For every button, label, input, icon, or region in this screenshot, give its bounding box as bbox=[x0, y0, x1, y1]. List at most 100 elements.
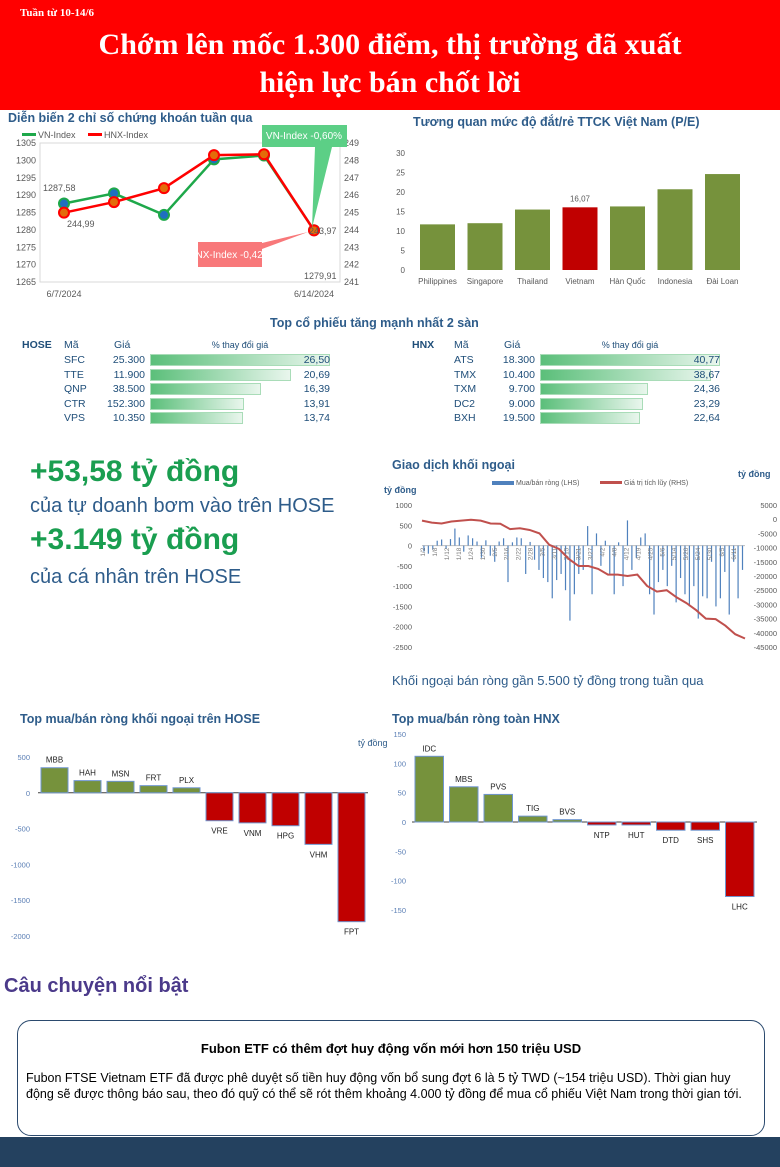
story-body: Fubon FTSE Vietnam ETF đã được phê duyệt… bbox=[26, 1071, 742, 1101]
y-tick: 5 bbox=[401, 247, 406, 256]
y-tick: 30 bbox=[396, 149, 405, 158]
x-tick: 4/25 bbox=[647, 547, 654, 560]
y-tick: -50 bbox=[395, 847, 406, 856]
pct-value: 13,91 bbox=[303, 397, 330, 410]
y-tick-right: 5000 bbox=[760, 501, 777, 510]
x-tick: 1/18 bbox=[456, 547, 463, 560]
legend-vn-swatch bbox=[22, 133, 36, 136]
net-bar bbox=[697, 545, 699, 619]
net-bar bbox=[476, 541, 478, 546]
prop-trading-text: của tự doanh bơm vào trên HOSE bbox=[30, 495, 335, 517]
y-tick-left: 1270 bbox=[16, 260, 36, 270]
col-pct: % thay đổi giá bbox=[211, 340, 269, 350]
y-tick-right: 248 bbox=[344, 155, 359, 165]
stock-price: 19.500 bbox=[502, 412, 535, 424]
bar-FPT bbox=[337, 792, 366, 923]
net-bar bbox=[582, 545, 584, 570]
x-tick: 5/24 bbox=[695, 547, 702, 560]
bar-Thailand bbox=[515, 209, 550, 270]
header-banner: Tuần từ 10-14/6 Chớm lên mốc 1.300 điểm,… bbox=[0, 0, 780, 110]
x-tick: 2/28 bbox=[528, 547, 535, 560]
net-bar bbox=[702, 545, 704, 597]
x-tick: 4/8 bbox=[611, 547, 618, 556]
net-bar bbox=[578, 545, 580, 574]
y-tick: 0 bbox=[401, 266, 406, 275]
net-bar bbox=[560, 545, 562, 574]
col-price: Giá bbox=[114, 339, 131, 351]
bar-label: DTD bbox=[663, 836, 680, 845]
pct-bar bbox=[540, 368, 711, 381]
net-bar bbox=[715, 545, 717, 607]
hnx-callout-text: HNX-Index -0,42% bbox=[188, 250, 271, 261]
net-bar bbox=[463, 545, 465, 552]
net-bar bbox=[653, 545, 655, 615]
title-line-2: hiện lực bán chốt lời bbox=[259, 66, 521, 99]
legend-line: Giá trị tích lũy (RHS) bbox=[624, 480, 688, 487]
pct-value: 20,69 bbox=[303, 368, 330, 381]
data-point bbox=[158, 182, 170, 195]
bar-Vietnam bbox=[562, 207, 598, 270]
legend-line-swatch bbox=[600, 481, 622, 484]
retail-text: của cá nhân trên HOSE bbox=[30, 566, 242, 588]
x-tick: 1/8 bbox=[432, 547, 439, 556]
y-label-left: tỷ đồng bbox=[384, 485, 417, 495]
pct-bar bbox=[150, 368, 291, 381]
y-tick-right: -45000 bbox=[754, 643, 777, 652]
x-tick: 6/7/2024 bbox=[46, 289, 81, 299]
x-tick: 3/11 bbox=[552, 547, 559, 560]
y-tick-right: 0 bbox=[773, 515, 777, 524]
x-tick: Vietnam bbox=[565, 277, 595, 286]
bar-label: VHM bbox=[310, 850, 328, 859]
y-tick: 0 bbox=[26, 789, 30, 798]
y-tick-left: 1305 bbox=[16, 138, 36, 148]
net-bar bbox=[724, 545, 726, 572]
y-tick-left: -500 bbox=[397, 562, 412, 571]
net-bar bbox=[631, 545, 633, 570]
bar-label: LHC bbox=[732, 903, 748, 912]
x-tick: Đài Loan bbox=[706, 277, 738, 286]
x-tick: 6/14/2024 bbox=[294, 289, 334, 299]
bar-label: MBB bbox=[46, 756, 63, 765]
y-tick-left: 1280 bbox=[16, 225, 36, 235]
net-bar bbox=[662, 545, 664, 570]
stock-price: 10.350 bbox=[112, 412, 145, 424]
pct-bar bbox=[540, 412, 640, 424]
y-tick: 100 bbox=[393, 759, 406, 768]
y-tick-right: -40000 bbox=[754, 629, 777, 638]
net-bar bbox=[520, 538, 522, 546]
hnx-foreign-title: Top mua/bán ròng toàn HNX bbox=[392, 712, 560, 726]
pct-value: 26,50 bbox=[303, 354, 330, 366]
hose-foreign-title: Top mua/bán ròng khối ngoại trên HOSE bbox=[20, 712, 261, 726]
y-tick-left: -1500 bbox=[393, 602, 412, 611]
stock-code: CTR bbox=[64, 397, 86, 410]
series-line-HNX-Index bbox=[63, 153, 316, 232]
hose-foreign-chart: 500 0 -500 -1000 -1500 -2000 MBB HAH MSN FRT PLX VR… bbox=[11, 753, 368, 941]
net-bar bbox=[511, 542, 514, 546]
y-tick-right: -30000 bbox=[754, 600, 777, 609]
x-tick: 4/12 bbox=[623, 547, 630, 560]
net-bar bbox=[494, 545, 496, 562]
bar-BVS bbox=[552, 819, 582, 823]
pct-bar bbox=[150, 412, 244, 424]
net-bar bbox=[423, 545, 425, 552]
bar-Philippines bbox=[420, 224, 455, 270]
pe-chart-title: Tương quan mức độ đắt/rẻ TTCK Việt Nam (… bbox=[413, 115, 700, 129]
net-bar bbox=[564, 545, 567, 591]
bar-label: FPT bbox=[344, 928, 359, 937]
bar-HAH bbox=[73, 780, 102, 794]
y-tick-right: 243 bbox=[344, 242, 359, 252]
hose-gainers-table: HOSE Mã Giá % thay đổi giá SFC 25.300 26… bbox=[0, 338, 390, 428]
stock-price: 152.300 bbox=[107, 397, 145, 410]
y-tick-right: 247 bbox=[344, 173, 359, 183]
y-tick-left: 1000 bbox=[395, 501, 412, 510]
series-line-VN-Index bbox=[63, 154, 316, 231]
data-point bbox=[308, 224, 320, 237]
col-code: Mã bbox=[64, 339, 79, 351]
y-tick: 20 bbox=[396, 188, 405, 197]
pct-bar bbox=[150, 383, 262, 395]
net-bar bbox=[432, 545, 434, 550]
stock-code: BXH bbox=[454, 412, 476, 424]
stock-code: QNP bbox=[64, 383, 87, 395]
y-tick: -500 bbox=[15, 825, 30, 834]
bar-label: HUT bbox=[628, 831, 645, 840]
